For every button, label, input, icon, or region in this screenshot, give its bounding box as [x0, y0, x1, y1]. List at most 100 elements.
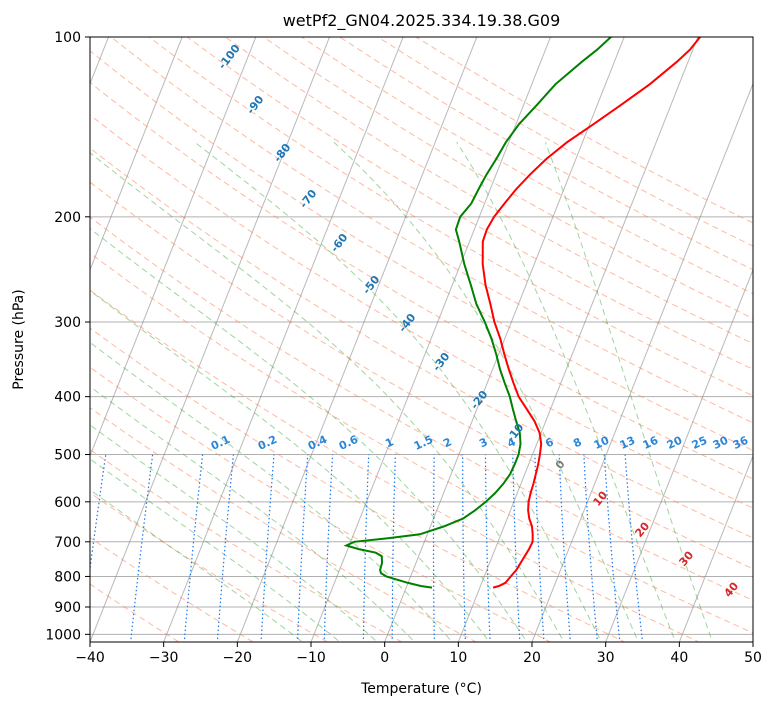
moist-adiabat	[90, 152, 565, 642]
mixing-ratio-label: 8	[571, 435, 583, 450]
dry-adiabat	[148, 37, 753, 397]
dry-adiabat	[90, 147, 753, 539]
dry-adiabat	[110, 37, 753, 424]
isotherm	[384, 37, 625, 642]
dry-adiabat-label: -30	[430, 350, 453, 374]
y-tick-label: 100	[54, 30, 81, 46]
moist-adiabat	[90, 458, 341, 642]
mixing-ratio-line	[183, 454, 204, 642]
mixing-ratio-line	[558, 454, 572, 642]
y-axis-label: Pressure (hPa)	[11, 289, 27, 389]
dry-adiabat	[338, 37, 753, 271]
mixing-ratio-line	[462, 454, 467, 642]
dry-adiabat	[90, 492, 329, 642]
x-tick-label: −20	[223, 650, 253, 666]
dry-adiabat	[90, 289, 701, 642]
mixing-ratio-label: 0.2	[256, 433, 279, 453]
isotherm	[90, 37, 257, 458]
dry-adiabat-label: -70	[297, 187, 320, 211]
moist-adiabat	[90, 424, 378, 642]
dry-adiabat	[90, 583, 180, 642]
mixing-ratio-label: 2	[441, 435, 453, 450]
mixing-ratio-line	[583, 454, 599, 642]
moist-adiabat-label: 20	[632, 519, 652, 539]
moist-adiabat	[90, 290, 491, 642]
y-tick-label: 700	[54, 535, 81, 551]
mixing-ratio-line	[534, 454, 545, 642]
isotherm	[605, 268, 753, 642]
moist-adiabat	[90, 489, 304, 642]
y-tick-label: 400	[54, 390, 81, 406]
x-tick-label: 50	[744, 650, 762, 666]
mixing-ratio-line	[432, 454, 435, 642]
dry-adiabat	[90, 327, 626, 642]
x-axis: −40 −30 −20 −10 0 10 20 30 40 50	[75, 642, 762, 666]
mixing-ratio-line	[362, 454, 370, 642]
y-tick-label: 800	[54, 569, 81, 585]
dry-adiabat	[90, 536, 255, 642]
dry-adiabat	[262, 37, 753, 319]
mixing-ratio-label: 20	[665, 434, 685, 452]
dry-adiabat	[90, 407, 478, 642]
isotherm	[90, 37, 331, 642]
mixing-ratio-line	[90, 454, 107, 574]
dry-adiabat	[90, 252, 753, 634]
dry-adiabat-label: -40	[396, 311, 419, 335]
moist-adiabat	[544, 142, 713, 642]
dry-adiabat	[90, 181, 753, 570]
x-axis-label: Temperature (°C)	[360, 681, 482, 697]
y-tick-label: 200	[54, 210, 81, 226]
mixing-ratio-label: 10	[592, 434, 612, 452]
moist-adiabat-label: 40	[721, 579, 741, 599]
dry-adiabat	[90, 50, 753, 452]
moist-adiabat-label: 10	[590, 488, 610, 508]
isotherm	[90, 37, 183, 272]
chart-title: wetPf2_GN04.2025.334.19.38.G09	[283, 11, 561, 31]
dry-adiabat	[224, 37, 753, 345]
dry-adiabat	[300, 37, 753, 295]
line-labels: -100-90-80-70-60-50-40-30-20-10010203040…	[209, 42, 751, 600]
isotherm	[236, 37, 478, 642]
moist-adiabat	[90, 385, 416, 642]
x-tick-label: 30	[597, 650, 615, 666]
mixing-ratio-label: 0.6	[337, 433, 360, 453]
mixing-ratio-line	[512, 454, 521, 642]
mixing-ratio-label: 6	[543, 435, 556, 450]
mixing-ratio-line	[391, 454, 396, 642]
dry-adiabat-label: -60	[328, 231, 351, 255]
y-tick-label: 600	[54, 495, 81, 511]
dry-adiabat	[377, 37, 753, 247]
mixing-ratio-label: 1	[383, 435, 395, 450]
mixing-ratio-label: 13	[618, 434, 637, 452]
x-tick-label: −40	[75, 650, 105, 666]
mixing-ratio-label: 36	[731, 434, 751, 452]
mixing-ratio-label: 30	[711, 434, 731, 452]
isotherm	[678, 454, 753, 642]
y-axis: 100 200 300 400 500 600 700 800 900 1000	[45, 30, 90, 643]
moist-adiabat-label: 0	[553, 457, 568, 471]
mixing-ratio-line	[323, 454, 334, 642]
mixing-ratio-label: 0.4	[306, 433, 329, 453]
x-tick-label: −10	[296, 650, 326, 666]
mixing-ratio-line	[296, 454, 309, 642]
dewpoint-profile-line	[343, 37, 612, 589]
moist-adiabat	[333, 141, 639, 642]
temperature-profile-line	[481, 37, 701, 589]
mixing-ratio-label: 25	[690, 434, 709, 452]
isotherm	[531, 82, 753, 642]
moist-adiabat	[90, 227, 528, 642]
dry-adiabat	[90, 216, 753, 601]
y-tick-label: 1000	[45, 627, 81, 643]
x-tick-label: 10	[449, 650, 467, 666]
dry-adiabat-label: -90	[244, 93, 267, 117]
x-tick-label: 40	[670, 650, 688, 666]
isotherm	[163, 37, 404, 642]
background-lines	[90, 37, 753, 642]
moist-adiabat	[194, 141, 602, 642]
dry-adiabat	[90, 448, 403, 642]
y-tick-label: 500	[54, 448, 81, 464]
mixing-ratio-label: 16	[641, 434, 661, 452]
moist-adiabat	[456, 141, 676, 642]
dry-adiabat-label: -50	[360, 273, 383, 297]
